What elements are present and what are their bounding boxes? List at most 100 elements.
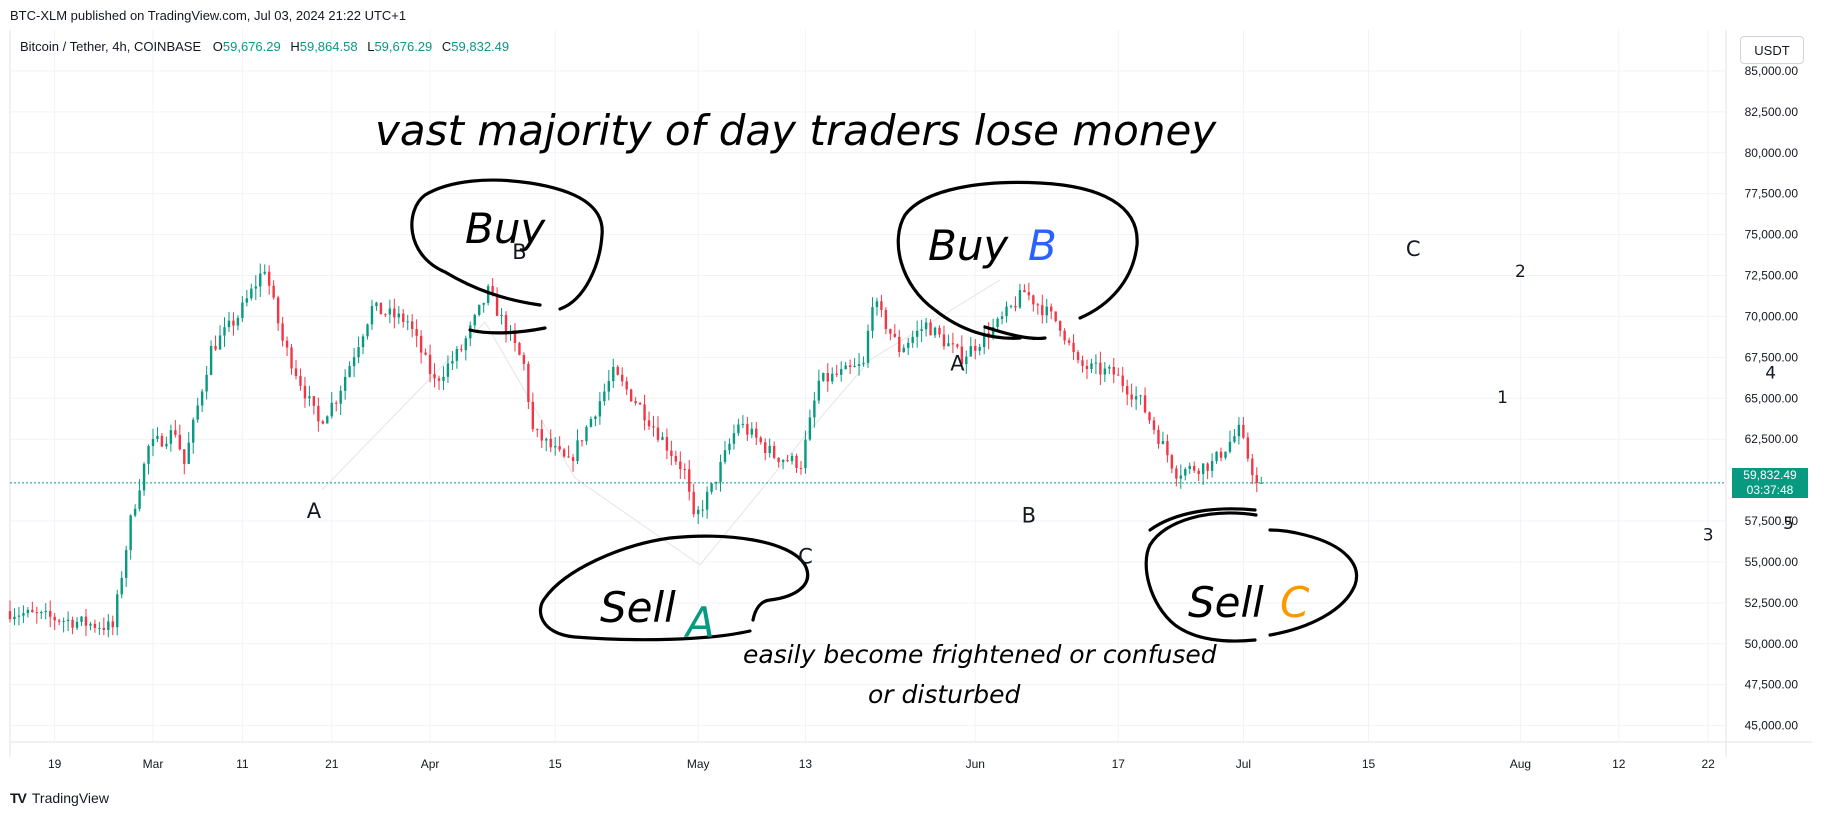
buy-label-2: Buy (928, 221, 1009, 270)
candle-body (267, 271, 271, 286)
candle-body (384, 314, 387, 316)
candle-body (232, 320, 235, 326)
candle-body (169, 430, 173, 444)
candle-body (183, 449, 186, 464)
candle-body (835, 373, 838, 375)
candle-body (567, 456, 570, 458)
candle-body (1045, 306, 1048, 316)
bar-countdown-tag: 03:37:48 (1732, 482, 1808, 498)
candle-body (571, 457, 575, 461)
candle-body (1125, 385, 1129, 395)
candle-body (321, 421, 325, 424)
candle-body (62, 620, 65, 622)
candle-body (326, 416, 329, 424)
candle-body (915, 330, 919, 337)
candle-body (580, 440, 584, 442)
wave-label-b2: B (1022, 504, 1036, 528)
candle-body (629, 389, 633, 402)
time-scale-labels: 19 Mar 11 21 Apr 15 May 13 Jun 17 Jul 15 Aug 12 22 (48, 757, 1715, 771)
candle-body (844, 365, 847, 370)
candle-body (969, 346, 972, 357)
candle-body (303, 385, 307, 399)
candle-body (755, 428, 758, 438)
candle-body (1054, 311, 1057, 322)
candle-body (1215, 451, 1218, 462)
candle-body (352, 357, 356, 367)
candle-body (804, 439, 807, 469)
candle-body (1027, 292, 1031, 296)
candle-body (612, 366, 615, 382)
candle-body (781, 460, 785, 463)
candle-body (562, 449, 566, 457)
candle-body (196, 405, 199, 420)
candle-body (174, 430, 177, 435)
candle-body (723, 450, 727, 462)
candle-body (1076, 352, 1080, 361)
candle-body (1036, 304, 1040, 306)
candle-body (536, 429, 539, 431)
candle-body (290, 347, 293, 369)
candle-body (857, 364, 861, 366)
candle-body (129, 515, 132, 551)
candle-body (616, 366, 619, 375)
candle-body (898, 336, 901, 353)
candle-body (714, 481, 718, 484)
candle-body (643, 404, 646, 421)
tradingview-logo[interactable]: TV TradingView (10, 790, 109, 806)
candle-body (500, 314, 503, 316)
time-tick-label: 12 (1612, 757, 1626, 771)
price-tick-label: 57,500.00 (1745, 514, 1799, 528)
time-tick-label: 19 (48, 757, 62, 771)
candle-body (165, 443, 168, 447)
candle-body (1134, 396, 1138, 400)
candle-body (545, 438, 548, 441)
candle-body (982, 332, 986, 348)
candle-body (102, 627, 106, 630)
price-tick-label: 65,000.00 (1745, 391, 1799, 405)
time-tick-label: May (687, 757, 710, 771)
candle-body (317, 405, 320, 422)
candle-body (366, 324, 369, 337)
buy-circle-2 (896, 180, 1139, 340)
candle-body (486, 286, 490, 303)
symbol-title[interactable]: Bitcoin / Tether, 4h, COINBASE (20, 39, 202, 54)
wave-label-n5: 5 (1783, 514, 1794, 534)
candle-body (1103, 368, 1107, 375)
candle-body (527, 363, 530, 402)
wave-label-n1: 1 (1497, 388, 1508, 408)
candle-body (902, 347, 905, 353)
candle-body (151, 438, 155, 447)
currency-button[interactable]: USDT (1740, 36, 1804, 64)
candle-body (607, 381, 611, 392)
candle-body (8, 611, 12, 620)
candle-body (656, 427, 660, 440)
time-tick-label: Mar (143, 757, 164, 771)
candle-body (679, 461, 682, 470)
candle-body (66, 619, 70, 621)
candle-body (397, 313, 400, 318)
high-value: 59,864.58 (299, 39, 358, 54)
candle-body (259, 273, 262, 287)
candle-body (522, 354, 526, 364)
candle-body (585, 426, 588, 442)
candle-body (822, 372, 825, 381)
candle-body (907, 342, 910, 348)
headline-annotation: vast majority of day traders lose money (375, 106, 1217, 155)
low-label: L (367, 39, 375, 54)
candle-body (1130, 394, 1133, 400)
candle-body (330, 402, 333, 417)
sell-circle-2 (1268, 528, 1358, 637)
candle-body (741, 423, 745, 425)
symbol-legend[interactable]: Bitcoin / Tether, 4h, COINBASE O59,676.2… (20, 39, 515, 54)
candle-body (419, 335, 423, 353)
candle-body (1166, 441, 1169, 456)
candle-body (254, 286, 257, 289)
candle-body (415, 329, 418, 336)
high-label: H (290, 39, 300, 54)
candle-body (299, 376, 302, 386)
price-tick-label: 70,000.00 (1745, 309, 1799, 323)
candle-body (728, 443, 731, 451)
time-tick-label: 13 (799, 757, 813, 771)
buy-tag-b: B (1028, 221, 1057, 270)
